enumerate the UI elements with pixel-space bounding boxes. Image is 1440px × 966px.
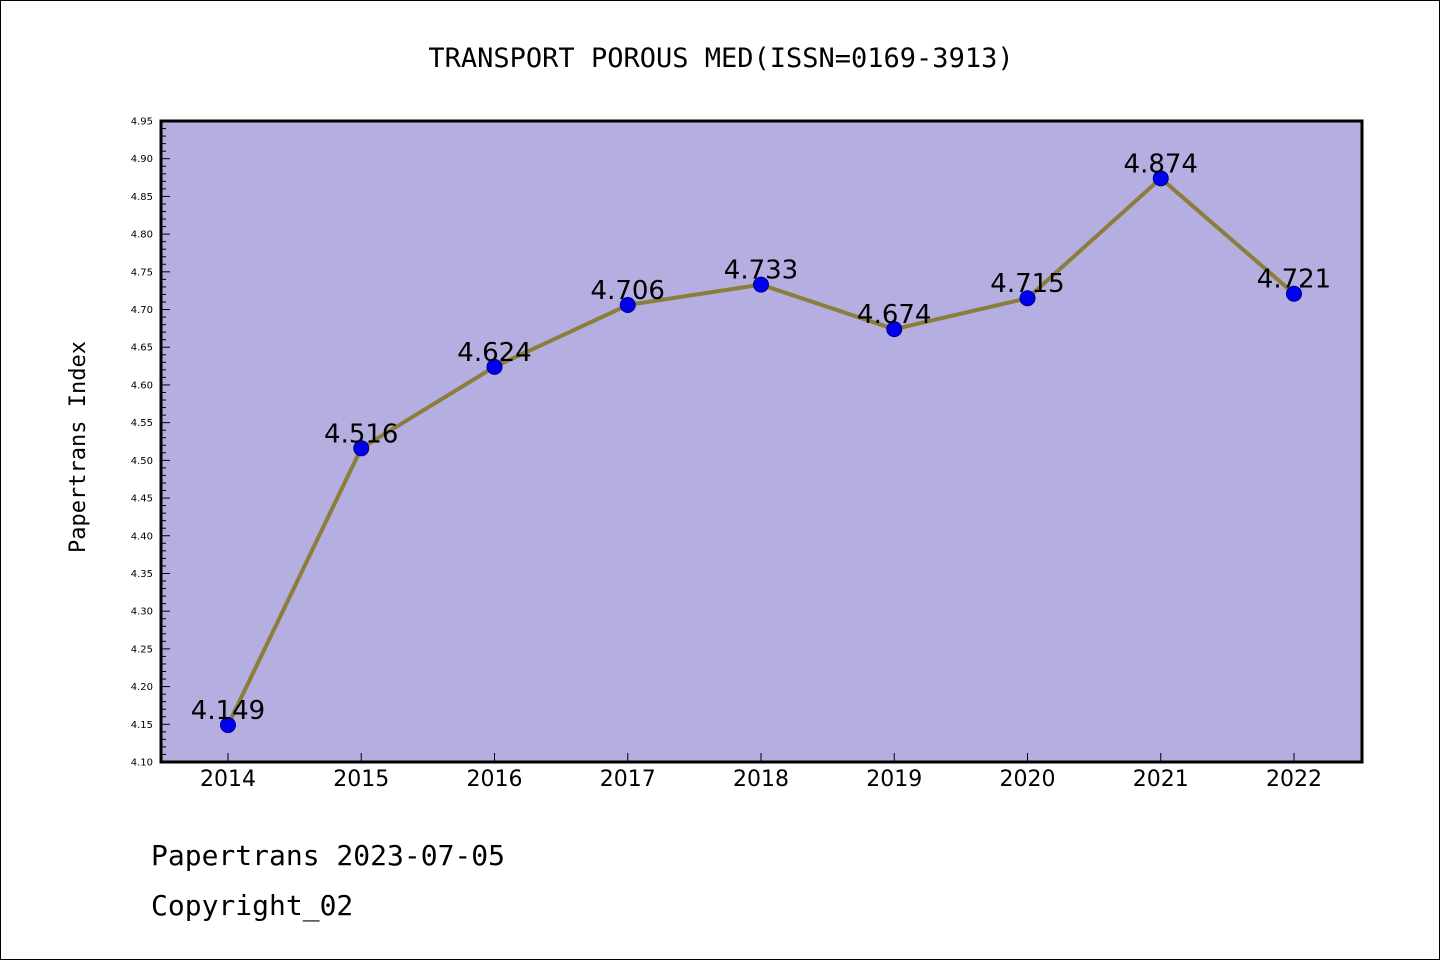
data-label: 4.516 [324, 419, 398, 449]
y-tick-label: 4.40 [131, 531, 153, 542]
y-tick-label: 4.65 [131, 343, 153, 354]
data-label: 4.706 [591, 276, 665, 306]
footer-date: Papertrans 2023-07-05 [151, 839, 505, 872]
data-point [1286, 285, 1302, 302]
data-point [1019, 290, 1036, 307]
data-point [353, 440, 370, 457]
y-tick-label: 4.70 [131, 305, 153, 316]
data-point [486, 358, 503, 375]
data-label: 4.715 [990, 269, 1064, 299]
data-point [220, 717, 236, 734]
y-tick-label: 4.90 [131, 154, 153, 165]
y-tick-label: 4.85 [131, 192, 153, 203]
x-tick-label: 2018 [733, 767, 789, 792]
data-label: 4.721 [1257, 265, 1331, 295]
data-label: 4.733 [724, 256, 798, 286]
x-tick-label: 2019 [866, 767, 922, 792]
x-tick-label: 2022 [1266, 767, 1322, 792]
y-tick-label: 4.60 [131, 380, 153, 391]
y-tick-label: 4.75 [131, 267, 153, 278]
data-point [753, 276, 769, 293]
data-label: 4.149 [191, 696, 265, 726]
y-tick-label: 4.25 [131, 644, 153, 655]
y-tick-label: 4.15 [131, 720, 153, 731]
x-tick-label: 2021 [1133, 767, 1189, 792]
data-point [619, 297, 636, 314]
y-axis: 4.10 4.15 4.20 4.25 4.30 4.35 4.40 4.45 4.50 4.55… [131, 117, 170, 769]
plot-border [159, 119, 1364, 764]
x-tick-label: 2020 [1000, 767, 1056, 792]
chart-title: TRANSPORT POROUS MED(ISSN=0169-3913) [428, 43, 1013, 74]
series-line: 4.149 4.516 4.624 4.706 4.733 4.674 4.715 4.874… [191, 149, 1331, 734]
y-axis-label: Papertrans Index [66, 341, 91, 553]
y-tick-label: 4.30 [131, 607, 153, 618]
footer-copyright: Copyright_02 [151, 889, 353, 923]
data-point [886, 321, 903, 338]
data-point [1152, 170, 1169, 187]
y-tick-label: 4.95 [131, 117, 153, 128]
data-label: 4.624 [457, 338, 531, 368]
y-tick-label: 4.55 [131, 418, 153, 429]
y-tick-label: 4.45 [131, 494, 153, 505]
data-label: 4.674 [857, 300, 931, 330]
y-tick-label: 4.20 [131, 682, 153, 693]
x-tick-label: 2016 [467, 767, 523, 792]
y-tick-label: 4.50 [131, 456, 153, 467]
x-tick-label: 2014 [200, 767, 256, 792]
y-tick-label: 4.80 [131, 230, 153, 241]
y-tick-label: 4.10 [131, 758, 153, 769]
x-tick-label: 2015 [333, 767, 389, 792]
x-tick-label: 2017 [600, 767, 656, 792]
y-tick-label: 4.35 [131, 569, 153, 580]
data-label: 4.874 [1124, 149, 1198, 179]
